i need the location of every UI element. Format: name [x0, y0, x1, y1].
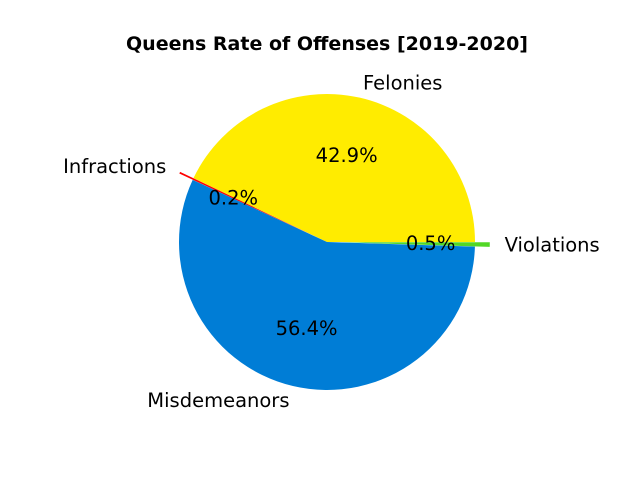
slice-percent-felonies: 42.9% — [316, 144, 378, 167]
pie-slice-misdemeanors — [178, 179, 475, 391]
pie-slices — [178, 93, 490, 391]
slice-label-infractions: Infractions — [63, 155, 166, 178]
pie-labels: Felonies 42.9% Infractions 0.2% Misdemeanors… — [63, 72, 600, 412]
chart-title: Queens Rate of Offenses [2019-2020] — [126, 33, 528, 55]
slice-label-felonies: Felonies — [363, 72, 442, 95]
pie-slice-violations — [341, 242, 490, 247]
pie-slice-infractions — [179, 171, 314, 236]
pie-slice-felonies — [193, 93, 475, 242]
slice-percent-violations: 0.5% — [406, 232, 456, 255]
slice-label-violations: Violations — [505, 233, 600, 256]
slice-label-misdemeanors: Misdemeanors — [147, 389, 289, 412]
slice-percent-misdemeanors: 56.4% — [276, 317, 338, 340]
slice-percent-infractions: 0.2% — [208, 186, 258, 209]
